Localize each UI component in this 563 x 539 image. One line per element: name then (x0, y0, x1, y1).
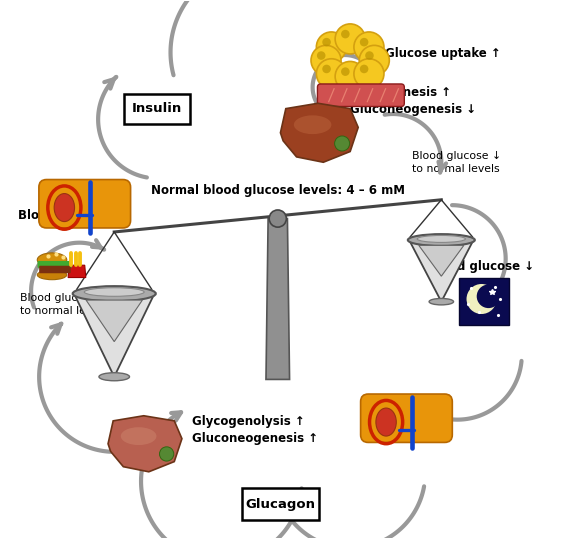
FancyBboxPatch shape (39, 179, 131, 228)
Circle shape (269, 210, 287, 227)
Circle shape (322, 65, 331, 73)
Circle shape (316, 59, 346, 89)
Circle shape (334, 136, 350, 151)
Ellipse shape (121, 427, 157, 445)
Polygon shape (86, 300, 142, 342)
Text: Glycogenesis ↑
Gluconeogenesis ↓: Glycogenesis ↑ Gluconeogenesis ↓ (350, 86, 476, 115)
FancyBboxPatch shape (318, 84, 404, 107)
Circle shape (159, 447, 174, 461)
Polygon shape (419, 245, 464, 276)
Text: Glucagon: Glucagon (245, 498, 315, 511)
FancyBboxPatch shape (459, 278, 510, 325)
FancyBboxPatch shape (39, 266, 71, 273)
Ellipse shape (37, 270, 67, 280)
Ellipse shape (294, 115, 332, 134)
Polygon shape (280, 103, 358, 162)
Text: Blood glucose ↑
to normal levels: Blood glucose ↑ to normal levels (20, 293, 110, 316)
Ellipse shape (73, 286, 156, 301)
Ellipse shape (99, 373, 129, 381)
Polygon shape (68, 265, 86, 278)
Circle shape (335, 24, 365, 54)
Polygon shape (108, 416, 182, 472)
Polygon shape (74, 294, 154, 377)
Polygon shape (266, 218, 289, 379)
Ellipse shape (376, 408, 396, 436)
Circle shape (354, 32, 384, 62)
Ellipse shape (54, 194, 74, 222)
FancyBboxPatch shape (124, 94, 190, 123)
Ellipse shape (84, 288, 144, 296)
Text: Normal blood glucose levels: 4 – 6 mM: Normal blood glucose levels: 4 – 6 mM (151, 184, 405, 197)
Circle shape (477, 285, 501, 308)
Circle shape (360, 65, 368, 73)
Circle shape (335, 61, 365, 92)
FancyBboxPatch shape (38, 261, 72, 268)
FancyBboxPatch shape (361, 394, 452, 443)
Circle shape (311, 45, 341, 75)
Ellipse shape (417, 236, 466, 243)
Circle shape (317, 51, 325, 60)
Text: Blood glucose ↓
to normal levels: Blood glucose ↓ to normal levels (412, 150, 501, 174)
Circle shape (341, 30, 350, 38)
Circle shape (354, 59, 384, 89)
Circle shape (316, 32, 346, 62)
Circle shape (341, 67, 350, 76)
Ellipse shape (37, 253, 67, 267)
Polygon shape (409, 240, 473, 302)
Circle shape (360, 38, 368, 46)
Circle shape (365, 51, 374, 60)
Ellipse shape (429, 299, 454, 305)
FancyBboxPatch shape (242, 488, 319, 521)
Text: Blood glucose ↑: Blood glucose ↑ (17, 209, 124, 223)
Circle shape (359, 45, 389, 75)
Text: Glucose uptake ↑: Glucose uptake ↑ (385, 47, 501, 60)
Text: Glycogenolysis ↑
Gluconeogenesis ↑: Glycogenolysis ↑ Gluconeogenesis ↑ (192, 416, 318, 445)
Ellipse shape (408, 234, 475, 246)
Text: Insulin: Insulin (132, 102, 182, 115)
Circle shape (322, 38, 331, 46)
Circle shape (467, 284, 497, 314)
Text: Blood glucose ↓: Blood glucose ↓ (428, 260, 534, 273)
